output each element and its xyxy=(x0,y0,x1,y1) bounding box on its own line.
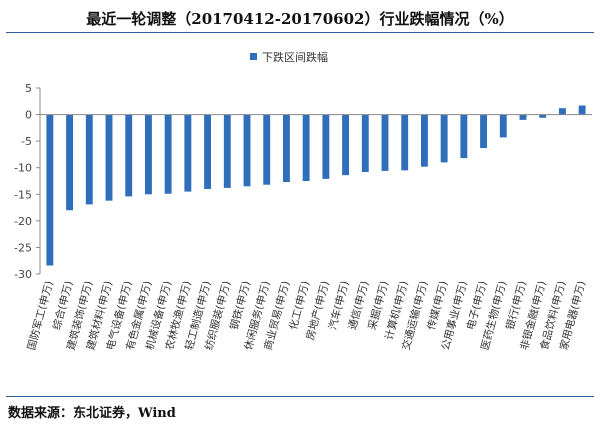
chart-title: 最近一轮调整（20170412-20170602）行业跌幅情况（%） xyxy=(86,10,514,28)
bar-23 xyxy=(480,114,488,149)
bar-28 xyxy=(578,105,586,115)
bar-10 xyxy=(223,114,231,188)
legend: 下跌区间跌幅 xyxy=(250,50,328,64)
bar-8 xyxy=(184,114,192,192)
y-tick-label: -25 xyxy=(14,241,32,254)
bar-13 xyxy=(282,114,290,183)
bar-6 xyxy=(144,114,152,195)
bar-22 xyxy=(460,114,468,159)
footer-divider xyxy=(6,396,594,397)
bar-24 xyxy=(499,114,507,138)
y-tick-label: 0 xyxy=(25,109,32,122)
bar-20 xyxy=(420,114,428,167)
bar-11 xyxy=(243,114,251,187)
bar-4 xyxy=(105,114,113,201)
bar-18 xyxy=(381,114,389,171)
bar-12 xyxy=(263,114,271,185)
y-tick-label: -15 xyxy=(14,188,32,201)
bar-27 xyxy=(558,108,566,115)
bar-26 xyxy=(539,114,547,118)
y-tick-label: -5 xyxy=(21,135,32,148)
bar-2 xyxy=(66,114,74,211)
y-tick-label: -30 xyxy=(14,268,32,281)
bar-25 xyxy=(519,114,527,120)
bar-3 xyxy=(85,114,93,205)
bar-21 xyxy=(440,114,448,163)
y-tick-label: 5 xyxy=(25,82,32,95)
bar-16 xyxy=(342,114,350,176)
bars-group xyxy=(46,105,586,266)
bar-19 xyxy=(401,114,409,171)
bar-15 xyxy=(322,114,330,179)
data-source-note: 数据来源：东北证券，Wind xyxy=(8,406,176,421)
bar-chart: 下跌区间跌幅 50-5-10-15-20-25-30 国防军工(申万)综合(申万… xyxy=(14,50,592,352)
bar-14 xyxy=(302,114,310,181)
x-category-label: 国防军工(申万) xyxy=(25,279,56,351)
y-tick-label: -10 xyxy=(14,162,32,175)
legend-label: 下跌区间跌幅 xyxy=(262,50,328,64)
bar-9 xyxy=(204,114,212,189)
bar-17 xyxy=(361,114,369,172)
bar-7 xyxy=(164,114,172,194)
bar-5 xyxy=(125,114,133,197)
legend-swatch xyxy=(250,53,257,60)
title-divider xyxy=(6,32,594,33)
y-axis: 5 0 -5 -10 -15 -20 -25 -30 xyxy=(14,82,41,281)
y-tick-label: -20 xyxy=(14,215,32,228)
bar-1 xyxy=(46,114,54,266)
